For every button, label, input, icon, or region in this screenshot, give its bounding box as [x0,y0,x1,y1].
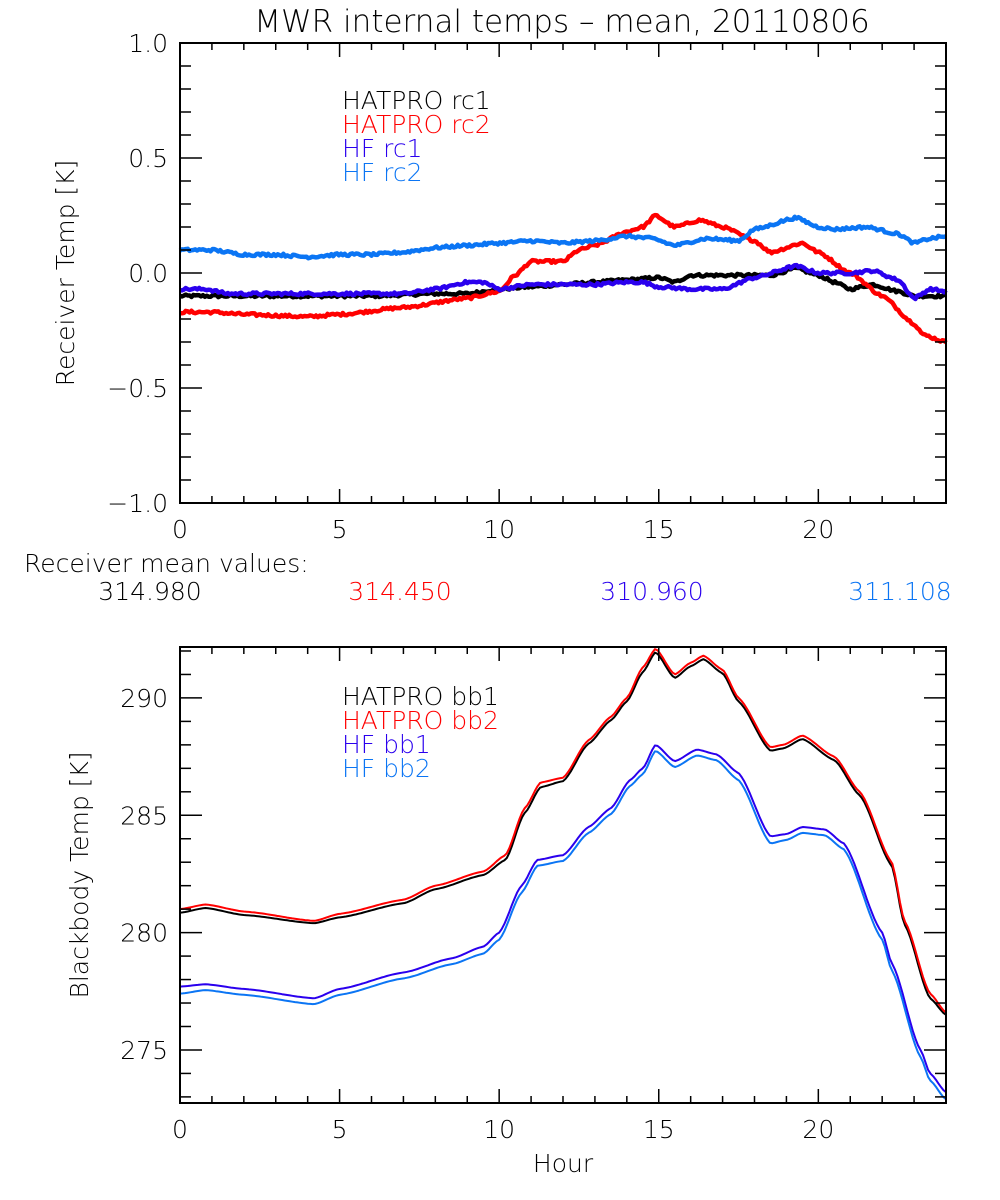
blackbody-plot-frame [179,646,947,1104]
receiver-y-tick-label: 1.0 [128,29,168,58]
receiver-series-hf-rc2 [178,214,947,261]
receiver-y-tick-label: 0.0 [128,259,168,288]
legend-hatpro-bb1: HATPRO bb1 [342,682,499,711]
blackbody-x-tick-label: 15 [643,1115,675,1144]
receiver-x-tick-label: 0 [172,515,188,544]
receiver-mean-label: Receiver mean values: [24,549,309,578]
legend-hatpro-rc1: HATPRO rc1 [342,86,491,115]
receiver-mean-hf-rc2: 311.108 [848,577,951,606]
receiver-x-tick-label: 15 [643,515,675,544]
receiver-mean-hf-rc1: 310.960 [600,577,703,606]
receiver-mean-hatpro-rc2: 314.450 [348,577,451,606]
blackbody-x-tick-label: 0 [172,1115,188,1144]
blackbody-series-hatpro-bb1 [179,651,947,1016]
legend-hf-bb1: HF bb1 [342,730,431,759]
receiver-temp-panel: 0 5 10 15 20 −1.0 −0.5 0.0 0.5 1.0 Receiver Temp … [51,29,948,544]
receiver-ticks [179,42,947,504]
receiver-mean-hatpro-rc1: 314.980 [98,577,201,606]
figure-title: MWR internal temps – mean, 20110806 [254,4,869,40]
blackbody-y-tick-label: 290 [120,684,168,713]
blackbody-y-axis-label: Blackbody Temp [K] [65,751,94,998]
blackbody-ticks [179,647,947,1103]
blackbody-x-tick-label: 10 [483,1115,515,1144]
blackbody-series-layer [179,648,947,1100]
receiver-y-tick-label: 0.5 [128,144,168,173]
receiver-mean-values: Receiver mean values: 314.980 314.450 31… [24,549,952,606]
blackbody-y-tick-label: 285 [120,801,168,830]
legend-hf-rc1: HF rc1 [342,134,423,163]
receiver-series-hatpro-rc2 [179,212,948,345]
blackbody-legend: HATPRO bb1 HATPRO bb2 HF bb1 HF bb2 [342,682,499,783]
blackbody-x-tick-label: 5 [332,1115,348,1144]
legend-hatpro-rc2: HATPRO rc2 [342,110,491,139]
receiver-y-tick-label: −1.0 [107,489,168,518]
blackbody-y-tick-label: 280 [120,919,168,948]
receiver-x-tick-label: 10 [483,515,515,544]
blackbody-series-hf-bb2 [179,750,947,1100]
receiver-series-layer [178,212,948,345]
receiver-x-tick-label: 20 [802,515,834,544]
receiver-y-axis-label: Receiver Temp [K] [51,160,80,387]
receiver-tick-labels: 0 5 10 15 20 −1.0 −0.5 0.0 0.5 1.0 [107,29,834,544]
blackbody-tick-labels: 0 5 10 15 20 275 280 285 290 [120,684,834,1144]
blackbody-series-hf-bb1 [179,744,947,1093]
blackbody-x-tick-label: 20 [802,1115,834,1144]
legend-hf-rc2: HF rc2 [342,158,423,187]
receiver-series-hf-rc1 [179,262,948,302]
receiver-legend: HATPRO rc1 HATPRO rc2 HF rc1 HF rc2 [342,86,491,187]
blackbody-series-hatpro-bb2 [179,648,947,1014]
receiver-y-tick-label: −0.5 [107,374,168,403]
x-axis-label: Hour [533,1149,594,1178]
receiver-x-tick-label: 5 [332,515,348,544]
blackbody-y-tick-label: 275 [120,1036,168,1065]
legend-hf-bb2: HF bb2 [342,754,431,783]
legend-hatpro-bb2: HATPRO bb2 [342,706,499,735]
